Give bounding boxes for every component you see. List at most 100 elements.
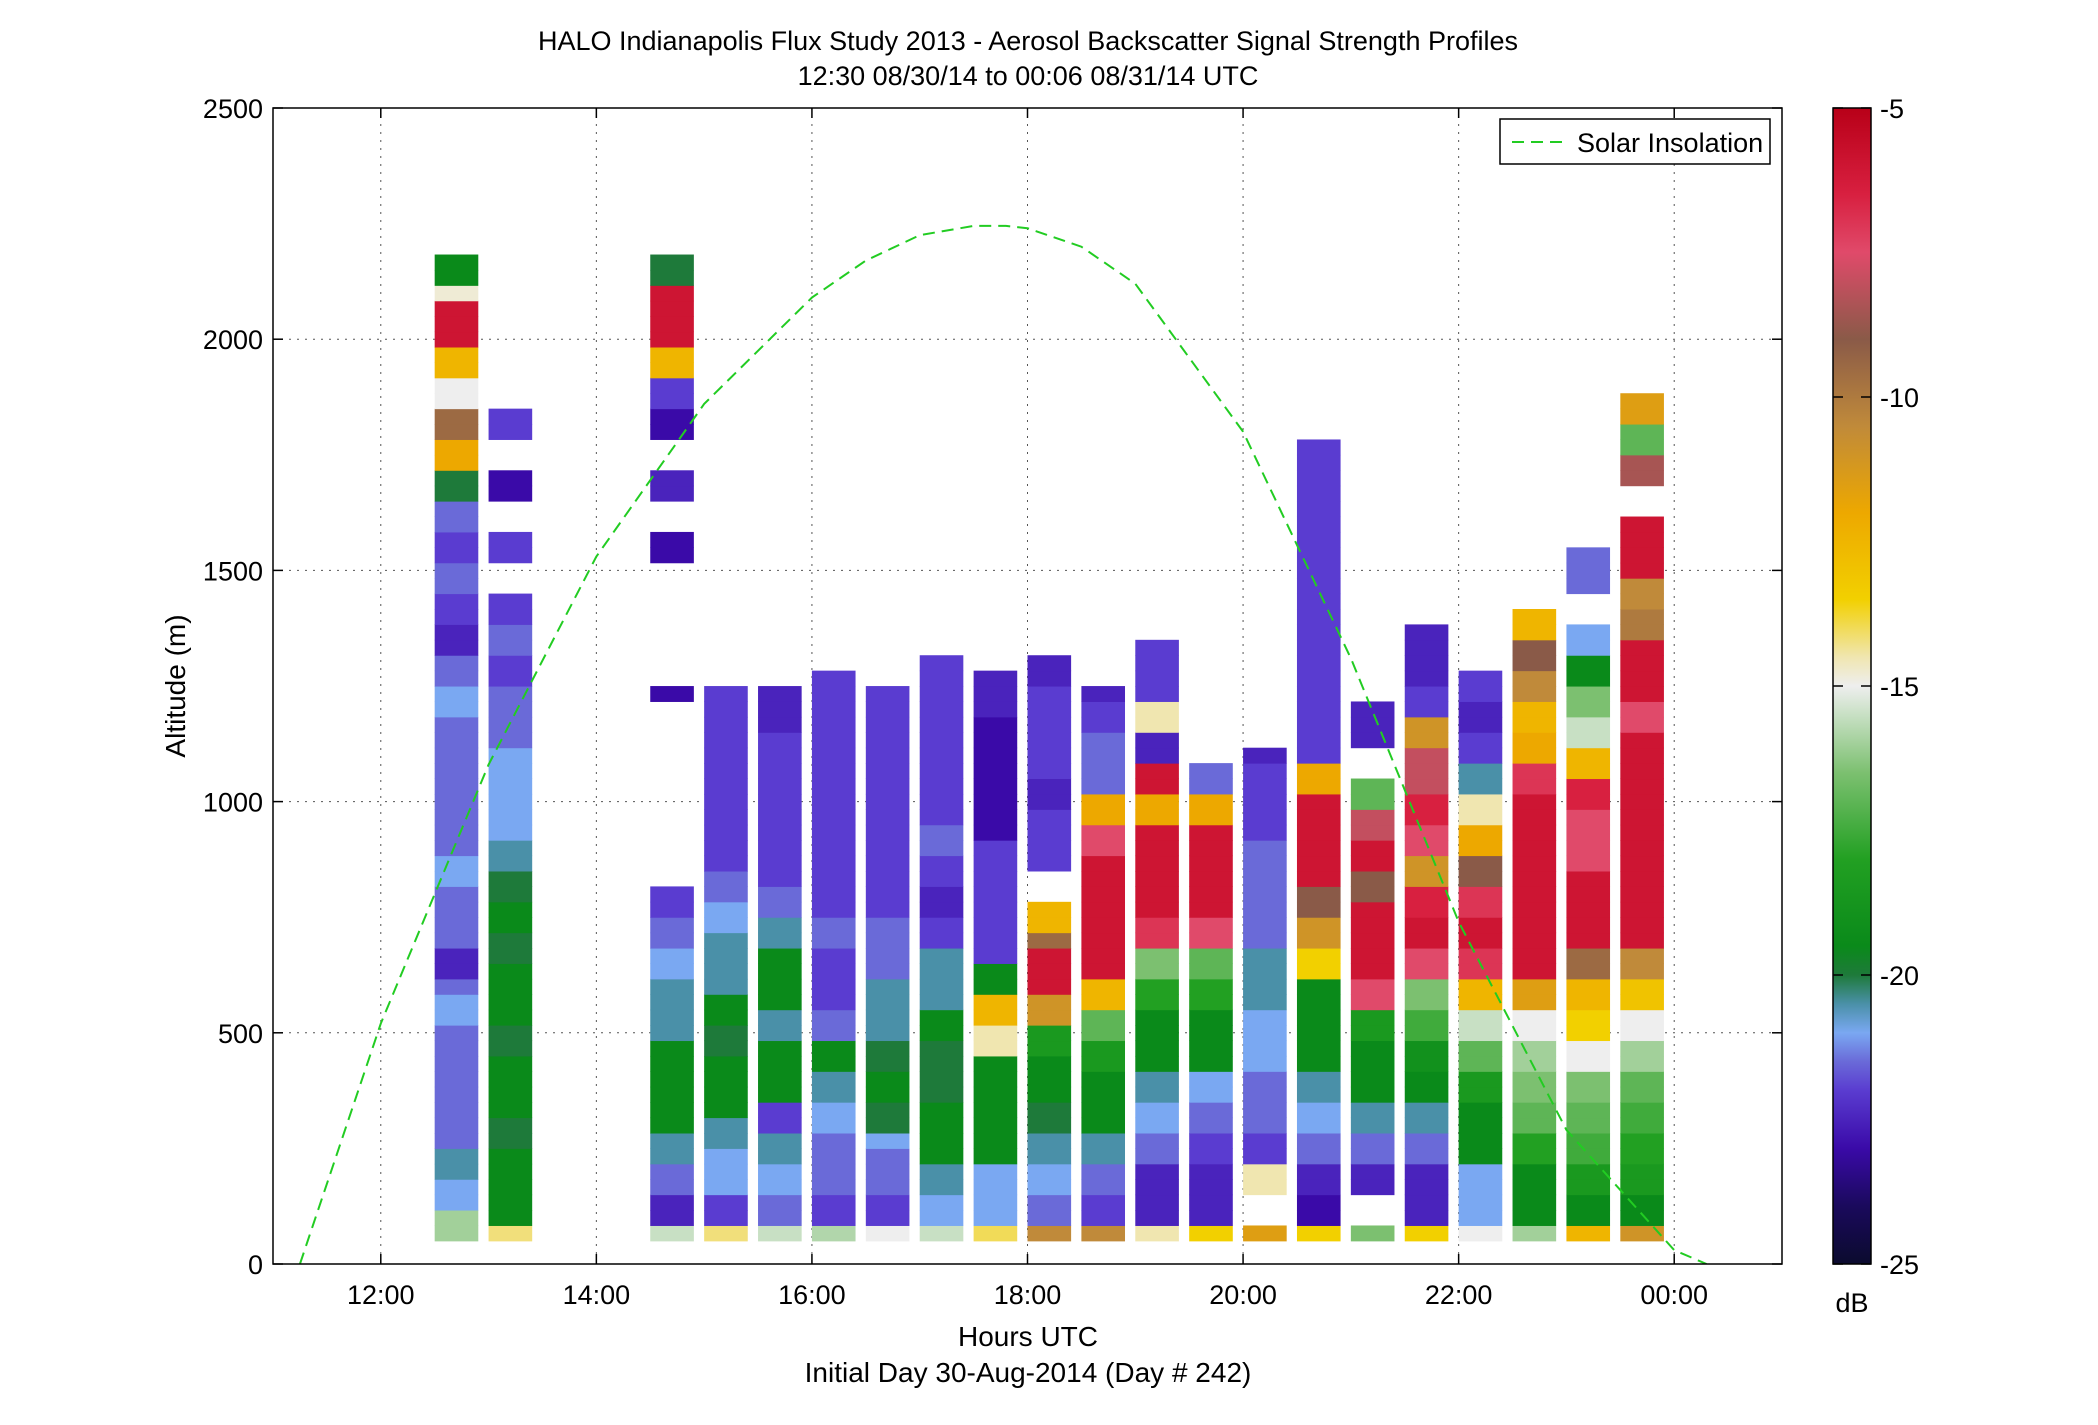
heatmap-cell: [865, 1025, 910, 1042]
heatmap-cell: [488, 870, 533, 887]
heatmap-cell: [758, 1179, 802, 1196]
heatmap-cell: [1566, 1102, 1611, 1119]
heatmap-cell: [1350, 1225, 1395, 1242]
heatmap-cell: [1458, 1117, 1503, 1134]
heatmap-cell: [1566, 1225, 1611, 1242]
heatmap-cell: [1135, 1102, 1179, 1119]
heatmap-cell: [811, 978, 856, 995]
heatmap-cell: [1620, 408, 1664, 425]
heatmap-cell: [488, 1071, 533, 1088]
x-tick-label: 18:00: [994, 1280, 1062, 1310]
heatmap-cell: [704, 978, 748, 995]
heatmap-cell: [865, 778, 910, 795]
heatmap-cell: [1027, 655, 1072, 672]
heatmap-cell: [650, 932, 694, 949]
heatmap-cell: [1189, 978, 1233, 995]
heatmap-cell: [1189, 778, 1233, 795]
heatmap-cell: [973, 1025, 1018, 1042]
heatmap-cell: [1135, 701, 1179, 718]
heatmap-cell: [1081, 963, 1126, 980]
heatmap-cell: [865, 1163, 910, 1180]
heatmap-cell: [1566, 994, 1611, 1011]
colorbar-unit-label: dB: [1835, 1288, 1868, 1318]
heatmap-cell: [1620, 1009, 1664, 1026]
heatmap-cell: [434, 948, 479, 964]
heatmap-cell: [1135, 948, 1179, 964]
heatmap-cell: [1296, 917, 1341, 934]
heatmap-cell: [1189, 1148, 1233, 1165]
heatmap-cell: [919, 1040, 964, 1057]
heatmap-cell: [1620, 454, 1664, 471]
heatmap-cell: [919, 1179, 964, 1196]
heatmap-cell: [1566, 901, 1611, 918]
heatmap-cell: [1620, 963, 1664, 980]
chart-title: HALO Indianapolis Flux Study 2013 - Aero…: [538, 26, 1518, 56]
heatmap-cell: [488, 686, 533, 702]
heatmap-cell: [919, 763, 964, 780]
heatmap-cell: [1296, 732, 1341, 749]
heatmap-cell: [488, 994, 533, 1011]
heatmap-cell: [434, 485, 479, 502]
heatmap-cell: [488, 932, 533, 949]
heatmap-cell: [758, 994, 802, 1011]
heatmap-cell: [1512, 1055, 1557, 1072]
heatmap-cell: [488, 732, 533, 749]
heatmap-cell: [434, 1009, 479, 1026]
heatmap-cell: [1458, 824, 1503, 841]
heatmap-cell: [434, 1117, 479, 1134]
heatmap-cell: [973, 701, 1018, 718]
heatmap-cell: [650, 424, 694, 440]
heatmap-cell: [919, 1086, 964, 1103]
heatmap-cell: [811, 917, 856, 934]
heatmap-cell: [1189, 763, 1233, 780]
heatmap-cell: [1350, 732, 1395, 749]
heatmap-cell: [865, 716, 910, 733]
heatmap-cell: [865, 978, 910, 995]
heatmap-cell: [811, 1102, 856, 1119]
heatmap-cell: [919, 701, 964, 718]
heatmap-cell: [919, 886, 964, 903]
heatmap-cell: [811, 886, 856, 903]
heatmap-cell: [1243, 1086, 1287, 1103]
heatmap-cell: [1512, 1148, 1557, 1165]
heatmap-cell: [1189, 948, 1233, 964]
heatmap-cell: [973, 1009, 1018, 1026]
heatmap-cell: [1404, 624, 1449, 641]
heatmap-cell: [1189, 1163, 1233, 1180]
heatmap-cell: [1189, 886, 1233, 903]
heatmap-cell: [1566, 917, 1611, 934]
heatmap-cell: [1620, 562, 1664, 579]
heatmap-cell: [650, 1148, 694, 1165]
heatmap-cell: [919, 824, 964, 841]
heatmap-cell: [865, 1009, 910, 1026]
heatmap-cell: [650, 1179, 694, 1196]
heatmap-cell: [1296, 1117, 1341, 1134]
heatmap-cell: [1189, 1040, 1233, 1057]
colorbar-tick-label: -20: [1880, 961, 1919, 991]
heatmap-cell: [919, 747, 964, 764]
heatmap-cell: [1081, 793, 1126, 810]
heatmap-cell: [1566, 747, 1611, 764]
heatmap-cell: [973, 855, 1018, 872]
heatmap-cell: [811, 1179, 856, 1196]
heatmap-cell: [1027, 1148, 1072, 1165]
heatmap-cell: [973, 1148, 1018, 1165]
heatmap-cell: [1027, 1163, 1072, 1180]
heatmap-cell: [758, 978, 802, 995]
heatmap-cell: [704, 1009, 748, 1026]
heatmap-cell: [1566, 824, 1611, 841]
heatmap-cell: [1135, 994, 1179, 1011]
heatmap-cell: [1081, 1071, 1126, 1088]
heatmap-cell: [758, 747, 802, 764]
heatmap-cell: [488, 1086, 533, 1103]
heatmap-cell: [488, 1009, 533, 1026]
heatmap-cell: [488, 778, 533, 795]
heatmap-cell: [434, 300, 479, 317]
heatmap-cell: [973, 670, 1018, 687]
heatmap-cell: [1350, 1132, 1395, 1149]
x-tick-label: 00:00: [1640, 1280, 1708, 1310]
heatmap-cell: [488, 655, 533, 672]
heatmap-cell: [973, 1086, 1018, 1103]
heatmap-cell: [1243, 840, 1287, 857]
heatmap-cell: [488, 547, 533, 564]
